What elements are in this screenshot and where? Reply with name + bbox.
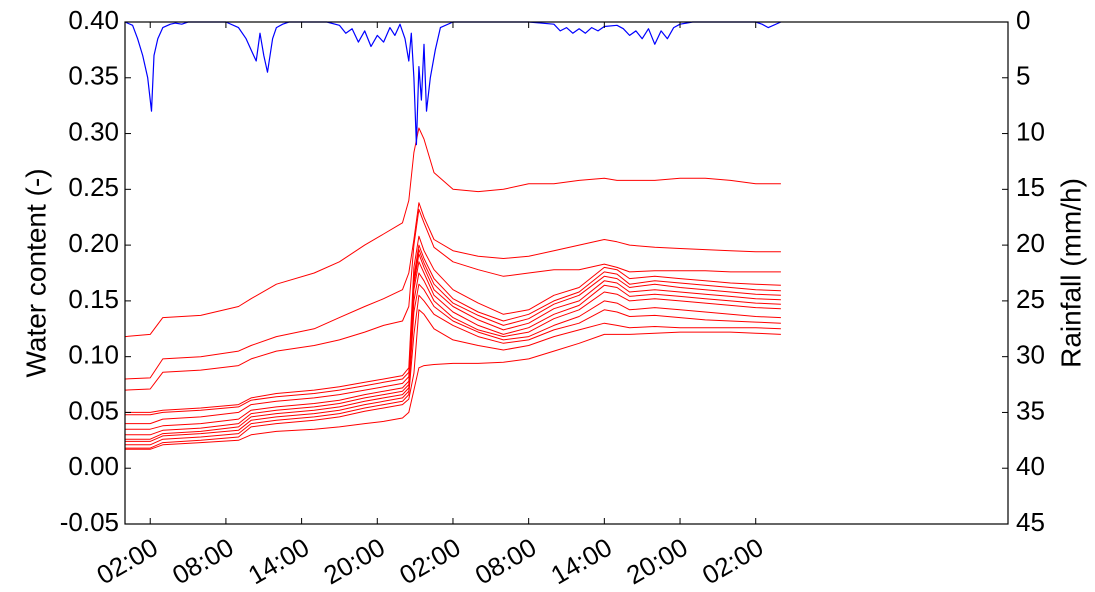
y-tick-label: 0.40 [68,5,119,35]
water-content-line-4 [125,235,781,413]
water-content-line-7 [125,253,781,430]
y2-tick-label: 30 [1016,340,1045,370]
series-layer [124,21,782,450]
x-tick-label: 02:00 [394,532,465,587]
water-content-line-10 [125,283,781,442]
water-content-line-6 [125,249,781,425]
water-content-line-11 [125,294,781,446]
y2-tick-label: 45 [1016,507,1045,537]
water-content-line-2 [124,202,781,380]
y-axis-title: Water content (-) [20,168,51,377]
water-content-line-5 [125,244,781,416]
y2-tick-label: 5 [1016,61,1030,91]
plot-frame [124,21,1009,525]
water-content-line-3 [124,208,781,391]
y-tick-label: 0.15 [68,284,119,314]
y-tick-label: 0.00 [68,451,119,481]
water-content-line-9 [125,272,781,440]
water-content-line-12 [125,309,781,449]
y2-tick-label: 10 [1016,116,1045,146]
y-tick-label: 0.35 [68,61,119,91]
y-tick-label: -0.05 [60,507,119,537]
water-content-line-8 [125,261,781,436]
y-tick-label: 0.05 [68,395,119,425]
y2-tick-label: 0 [1016,5,1030,35]
water-content-line-1 [124,127,781,338]
y2-tick-label: 20 [1016,228,1045,258]
x-tick-label: 20:00 [621,532,692,587]
y2-tick-label: 15 [1016,172,1045,202]
x-tick-label: 02:00 [91,532,162,587]
y-tick-label: 0.25 [68,172,119,202]
x-tick-label: 14:00 [546,532,617,587]
y2-axis-title: Rainfall (mm/h) [1055,178,1086,368]
y2-tick-label: 35 [1016,395,1045,425]
y2-tick-label: 25 [1016,284,1045,314]
rainfall-line [124,21,782,146]
x-tick-label: 20:00 [319,532,390,587]
x-tick-label: 08:00 [470,532,541,587]
y-tick-label: 0.30 [68,116,119,146]
x-tick-label: 02:00 [697,532,768,587]
y-tick-label: 0.20 [68,228,119,258]
x-tick-label: 14:00 [243,532,314,587]
y2-tick-label: 40 [1016,451,1045,481]
water-content-line-13 [125,331,781,450]
y-tick-label: 0.10 [68,340,119,370]
x-tick-label: 08:00 [167,532,238,587]
